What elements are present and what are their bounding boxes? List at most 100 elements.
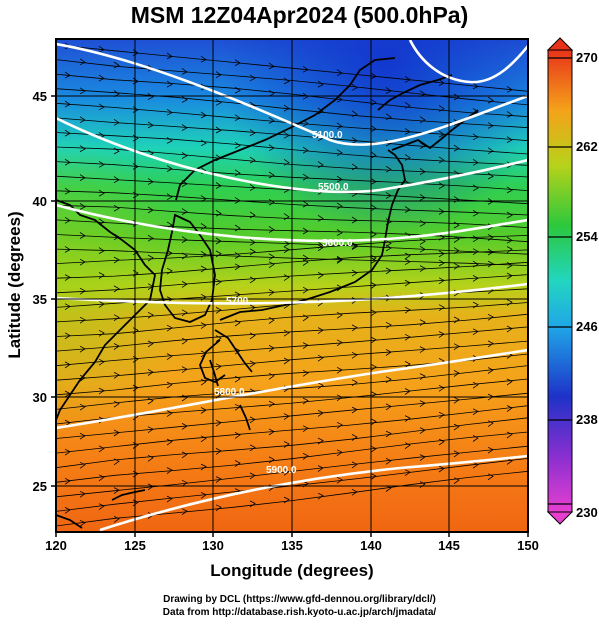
streamline-arrow xyxy=(506,246,513,253)
streamline-arrow xyxy=(438,182,445,189)
streamline-arrow xyxy=(234,460,241,467)
streamline-arrow xyxy=(268,372,275,380)
streamline-arrow xyxy=(404,206,411,213)
streamline-arrow xyxy=(419,346,426,353)
streamline-arrow xyxy=(98,103,105,111)
streamline-arrow xyxy=(453,423,460,431)
streamline-arrow xyxy=(200,492,207,499)
streamline-arrow xyxy=(385,349,392,356)
streamline-arrow xyxy=(79,374,86,382)
streamline-arrow xyxy=(419,373,426,380)
streamline-arrow xyxy=(268,226,275,233)
streamline-arrow xyxy=(302,200,309,208)
streamline-arrow xyxy=(268,261,275,269)
streamline-arrow xyxy=(404,75,411,83)
streamline-arrow xyxy=(166,467,173,474)
streamline-arrow xyxy=(147,369,154,376)
contour-5800 xyxy=(56,348,528,430)
streamline-arrow xyxy=(404,279,411,287)
streamline-arrow xyxy=(268,144,275,152)
streamline-arrow xyxy=(317,382,324,390)
streamline-arrow xyxy=(438,208,445,215)
streamline-arrow xyxy=(215,182,222,189)
streamline-arrow xyxy=(215,209,222,217)
streamline-arrow xyxy=(283,329,290,337)
streamline-arrow xyxy=(234,114,241,122)
streamline-arrow xyxy=(181,96,188,103)
streamline-arrow xyxy=(166,438,173,446)
streamline-arrow xyxy=(336,339,343,347)
streamline-arrow xyxy=(166,80,173,88)
streamline-arrow xyxy=(268,317,275,324)
streamline-arrow xyxy=(438,304,445,312)
credit-data: Data from http://database.rish.kyoto-u.a… xyxy=(162,607,437,618)
streamline-arrow xyxy=(181,508,188,516)
x-tick-label: 125 xyxy=(124,538,146,553)
streamline-arrow xyxy=(472,408,479,416)
streamline-arrow xyxy=(404,442,411,450)
contour-5700 xyxy=(56,282,528,305)
streamline-arrow xyxy=(487,248,494,256)
streamline-arrow xyxy=(113,285,120,293)
streamline-arrow xyxy=(336,476,343,484)
streamline-arrow xyxy=(472,275,479,282)
streamline-arrow xyxy=(200,111,207,119)
streamline-arrow xyxy=(79,519,86,527)
streamline-arrow xyxy=(419,265,426,272)
streamline-arrow xyxy=(113,204,120,212)
streamline-arrow xyxy=(113,314,120,322)
streamline-arrow xyxy=(147,93,154,100)
streamline-arrow xyxy=(317,244,324,252)
streamline-arrow xyxy=(64,71,71,79)
streamline-arrow xyxy=(98,329,105,337)
streamline-arrow xyxy=(64,274,71,281)
streamline-arrow xyxy=(438,384,445,392)
streamline-arrow xyxy=(404,252,411,260)
streamline-arrow xyxy=(317,492,324,500)
streamline-arrow xyxy=(147,178,154,185)
streamline-arrow xyxy=(317,465,324,472)
x-tick-label: 135 xyxy=(281,538,303,553)
streamline-arrow xyxy=(419,168,426,175)
streamline-arrow xyxy=(302,173,309,181)
streamline-arrow xyxy=(453,477,460,485)
streamline-arrow xyxy=(472,82,479,90)
streamline-arrow xyxy=(302,342,309,349)
streamline-arrow xyxy=(64,332,71,340)
streamline-arrow xyxy=(215,448,222,455)
colorbar: 270 262 254 246 238 230 xyxy=(546,37,598,525)
streamline-arrow xyxy=(487,420,494,428)
streamline-arrow xyxy=(98,503,105,511)
streamline-arrow xyxy=(487,234,494,241)
streamline-arrow xyxy=(268,117,275,124)
streamline-arrow xyxy=(336,255,343,263)
streamline-arrow xyxy=(487,122,494,129)
streamline-arrow xyxy=(370,98,377,106)
streamline-arrow xyxy=(419,116,426,123)
streamline-arrow xyxy=(181,208,188,215)
streamline-arrow xyxy=(234,432,241,439)
streamline-arrow xyxy=(200,223,207,230)
streamline-arrow xyxy=(487,260,494,268)
streamline-arrow xyxy=(166,108,173,116)
streamline-arrow xyxy=(215,237,222,245)
streamline-arrow xyxy=(385,113,392,121)
streamline-arrow xyxy=(181,68,188,75)
y-axis: 45 40 35 30 25 Latitude (degrees) xyxy=(5,89,56,494)
streamline-arrow xyxy=(351,83,358,91)
streamline-arrow xyxy=(64,216,71,224)
streamline-arrow xyxy=(370,257,377,264)
streamline-arrow xyxy=(98,358,105,366)
streamline-arrow xyxy=(98,445,105,453)
streamline-arrow xyxy=(438,465,445,473)
streamline-arrow xyxy=(166,249,173,257)
streamline-arrow xyxy=(351,461,358,469)
streamline-arrow xyxy=(487,473,494,481)
streamline-arrow xyxy=(98,474,105,482)
streamline-arrow xyxy=(370,204,377,212)
streamline-arrow xyxy=(385,321,392,329)
streamline-arrow xyxy=(200,139,207,147)
streamline-arrow xyxy=(351,379,358,387)
streamline-arrow xyxy=(336,202,343,210)
x-tick-label: 150 xyxy=(517,538,539,553)
